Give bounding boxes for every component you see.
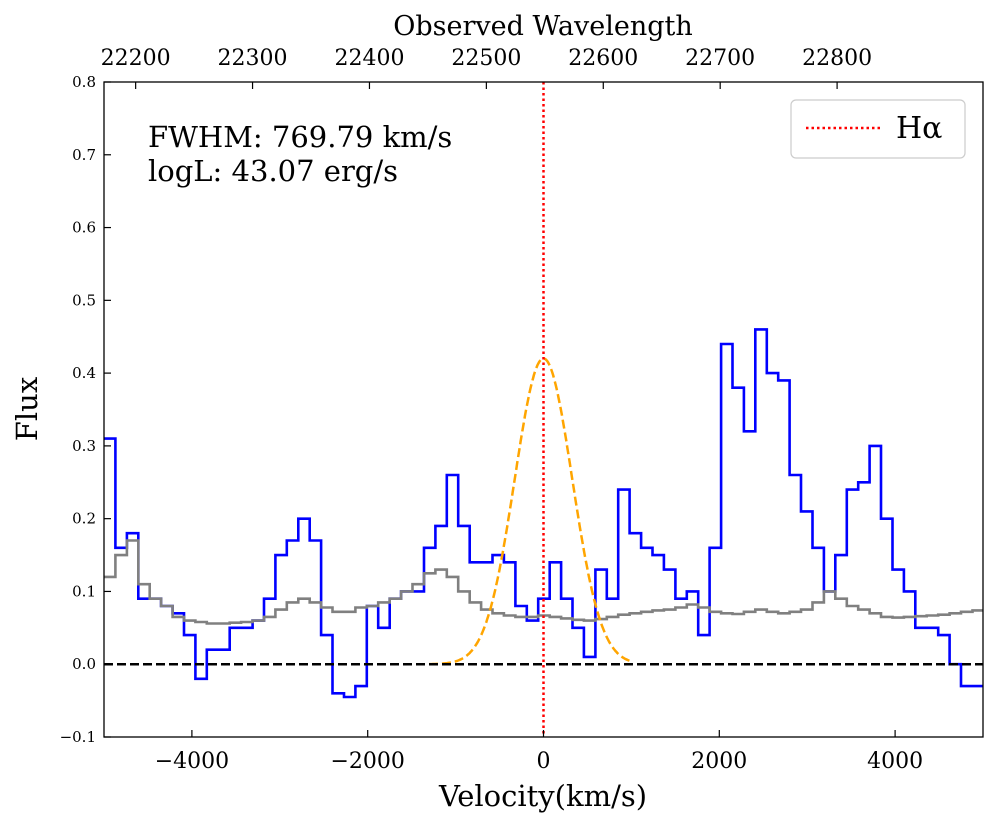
x-tick-label: −4000 <box>155 749 229 774</box>
top-tick-label: 22800 <box>802 46 872 71</box>
x-tick-label: 4000 <box>867 749 923 774</box>
y-tick-label: −0.1 <box>60 728 96 746</box>
top-tick-label: 22300 <box>218 46 288 71</box>
top-tick-label: 22700 <box>685 46 755 71</box>
top-tick-label: 22200 <box>101 46 171 71</box>
y-tick-label: 0.7 <box>72 146 96 164</box>
error-series-line <box>104 539 983 625</box>
top-axis-label: Observed Wavelength <box>393 11 693 42</box>
plot-area: −4000 −2000 0 2000 4000 22200 22300 22400 22500 2… <box>60 46 984 774</box>
y-tick-label: 0.6 <box>72 219 96 237</box>
x-axis-label: Velocity(km/s) <box>438 779 647 813</box>
y-tick-label: 0.8 <box>72 73 96 91</box>
x-tick-label: −2000 <box>330 749 404 774</box>
y-tick-label: 0.4 <box>72 364 96 382</box>
top-tick-label: 22600 <box>568 46 638 71</box>
top-tick-label: 22400 <box>334 46 404 71</box>
y-tick-label: 0.2 <box>72 510 96 528</box>
y-tick-label: 0.0 <box>72 655 96 673</box>
flux-series-line <box>104 328 983 717</box>
fwhm-annotation: FWHM: 769.79 km/s <box>148 120 452 154</box>
legend: Hα <box>790 99 966 159</box>
series-group <box>104 82 983 737</box>
y-axis-label: Flux <box>10 377 44 441</box>
logl-annotation: logL: 43.07 erg/s <box>148 154 398 188</box>
y-tick-label: 0.1 <box>72 582 96 600</box>
y-tick-label: 0.3 <box>72 437 96 455</box>
top-tick-label: 22500 <box>451 46 521 71</box>
x-tick-label: 2000 <box>691 749 747 774</box>
y-tick-label: 0.5 <box>72 291 96 309</box>
x-tick-label: 0 <box>537 749 551 774</box>
legend-halpha-label: Hα <box>896 111 942 146</box>
